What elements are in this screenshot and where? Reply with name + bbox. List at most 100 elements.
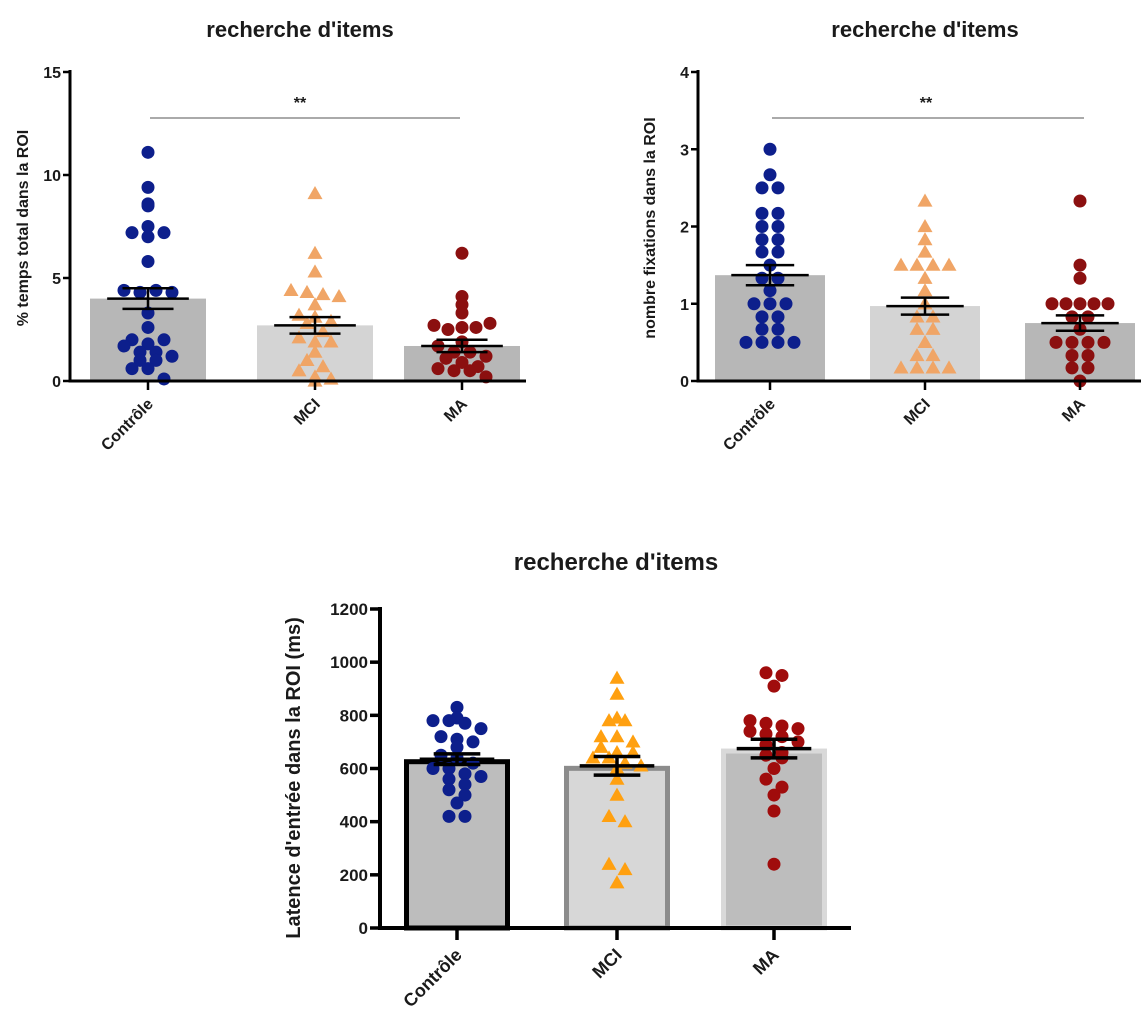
- data-point: [755, 245, 769, 259]
- data-point: [483, 316, 497, 330]
- data-point: [771, 335, 785, 349]
- data-point: [755, 335, 769, 349]
- data-point: [426, 714, 440, 728]
- y-tick-label: 2: [680, 220, 689, 237]
- chart-2-significance-label: **: [920, 95, 933, 112]
- data-point: [771, 181, 785, 195]
- y-tick-label: 3: [680, 142, 689, 159]
- data-point: [291, 330, 307, 344]
- data-point: [617, 713, 633, 727]
- data-point: [925, 360, 941, 374]
- data-point: [331, 289, 347, 303]
- y-tick-label: 1: [680, 297, 689, 314]
- y-tick-label: 1000: [330, 653, 368, 672]
- data-point: [617, 814, 633, 828]
- data-point: [307, 186, 323, 200]
- data-point: [739, 335, 753, 349]
- data-point: [141, 145, 155, 159]
- data-point: [455, 306, 469, 320]
- data-point: [755, 233, 769, 247]
- y-tick-label: 15: [43, 65, 61, 82]
- data-point: [585, 750, 601, 764]
- data-point: [941, 360, 957, 374]
- data-point: [909, 309, 925, 323]
- y-tick-label: 0: [359, 919, 368, 938]
- data-point: [442, 783, 456, 797]
- data-point: [149, 353, 163, 367]
- data-point: [283, 282, 299, 296]
- data-point: [601, 808, 617, 822]
- data-point: [917, 283, 933, 297]
- data-point: [474, 722, 488, 736]
- data-point: [771, 245, 785, 259]
- data-point: [1049, 335, 1063, 349]
- data-point: [601, 713, 617, 727]
- data-point: [771, 310, 785, 324]
- data-point: [767, 804, 781, 818]
- x-category-label: MA: [441, 395, 471, 425]
- data-point: [141, 337, 155, 351]
- data-point: [755, 310, 769, 324]
- data-point: [157, 333, 171, 347]
- data-point: [1065, 361, 1079, 375]
- data-point: [323, 313, 339, 327]
- data-point: [743, 714, 757, 728]
- data-point: [775, 668, 789, 682]
- data-point: [609, 771, 625, 785]
- data-point: [763, 284, 777, 298]
- x-category-label: MCI: [901, 396, 934, 429]
- data-point: [442, 772, 456, 786]
- data-point: [427, 318, 441, 332]
- data-point: [307, 297, 323, 311]
- data-point: [593, 729, 609, 743]
- data-point: [775, 719, 789, 733]
- data-point: [299, 352, 315, 367]
- data-point: [1073, 297, 1087, 311]
- data-point: [458, 809, 472, 823]
- data-point: [291, 363, 307, 377]
- data-point: [925, 321, 941, 335]
- data-point: [466, 735, 480, 749]
- data-point: [439, 351, 453, 365]
- data-point: [775, 730, 789, 744]
- data-point: [893, 360, 909, 374]
- data-point: [743, 724, 757, 738]
- data-point: [474, 769, 488, 783]
- chart-2-y-axis-label: nombre fixations dans la ROI: [642, 117, 659, 338]
- x-category-label: MA: [1059, 395, 1089, 425]
- data-point: [1073, 271, 1087, 285]
- data-point: [307, 264, 323, 278]
- data-point: [909, 360, 925, 374]
- data-point: [1081, 310, 1095, 324]
- chart-1-title: recherche d'items: [206, 17, 393, 42]
- data-point: [925, 348, 941, 362]
- data-point: [1097, 335, 1111, 349]
- data-point: [917, 334, 933, 348]
- data-point: [791, 722, 805, 736]
- data-point: [917, 270, 933, 284]
- data-point: [775, 780, 789, 794]
- data-point: [149, 283, 163, 297]
- data-point: [125, 362, 139, 376]
- data-point: [141, 199, 155, 213]
- data-point: [315, 359, 331, 373]
- data-point: [307, 344, 323, 358]
- data-point: [1081, 361, 1095, 375]
- data-point: [299, 284, 315, 299]
- y-tick-label: 4: [680, 65, 689, 82]
- data-point: [909, 321, 925, 335]
- data-point: [1065, 335, 1079, 349]
- data-point: [141, 220, 155, 233]
- data-point: [763, 168, 777, 182]
- data-point: [141, 362, 155, 376]
- y-tick-label: 400: [340, 813, 368, 832]
- data-point: [117, 339, 131, 353]
- chart-3: recherche d'items Latence d'entrée dans …: [283, 549, 851, 1011]
- data-point: [759, 748, 773, 762]
- data-point: [458, 777, 472, 791]
- x-category-label: Contrôle: [98, 396, 157, 455]
- data-point: [767, 762, 781, 775]
- data-point: [925, 257, 941, 271]
- data-point: [771, 233, 785, 247]
- data-point: [759, 666, 773, 680]
